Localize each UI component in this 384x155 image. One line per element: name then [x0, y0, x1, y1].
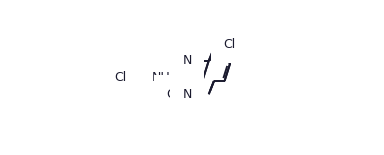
Text: Cl: Cl: [223, 38, 236, 51]
Text: NH: NH: [152, 71, 170, 84]
Text: N: N: [182, 88, 192, 101]
Text: Cl: Cl: [114, 71, 127, 84]
Text: O: O: [166, 88, 176, 101]
Text: N: N: [182, 54, 192, 67]
